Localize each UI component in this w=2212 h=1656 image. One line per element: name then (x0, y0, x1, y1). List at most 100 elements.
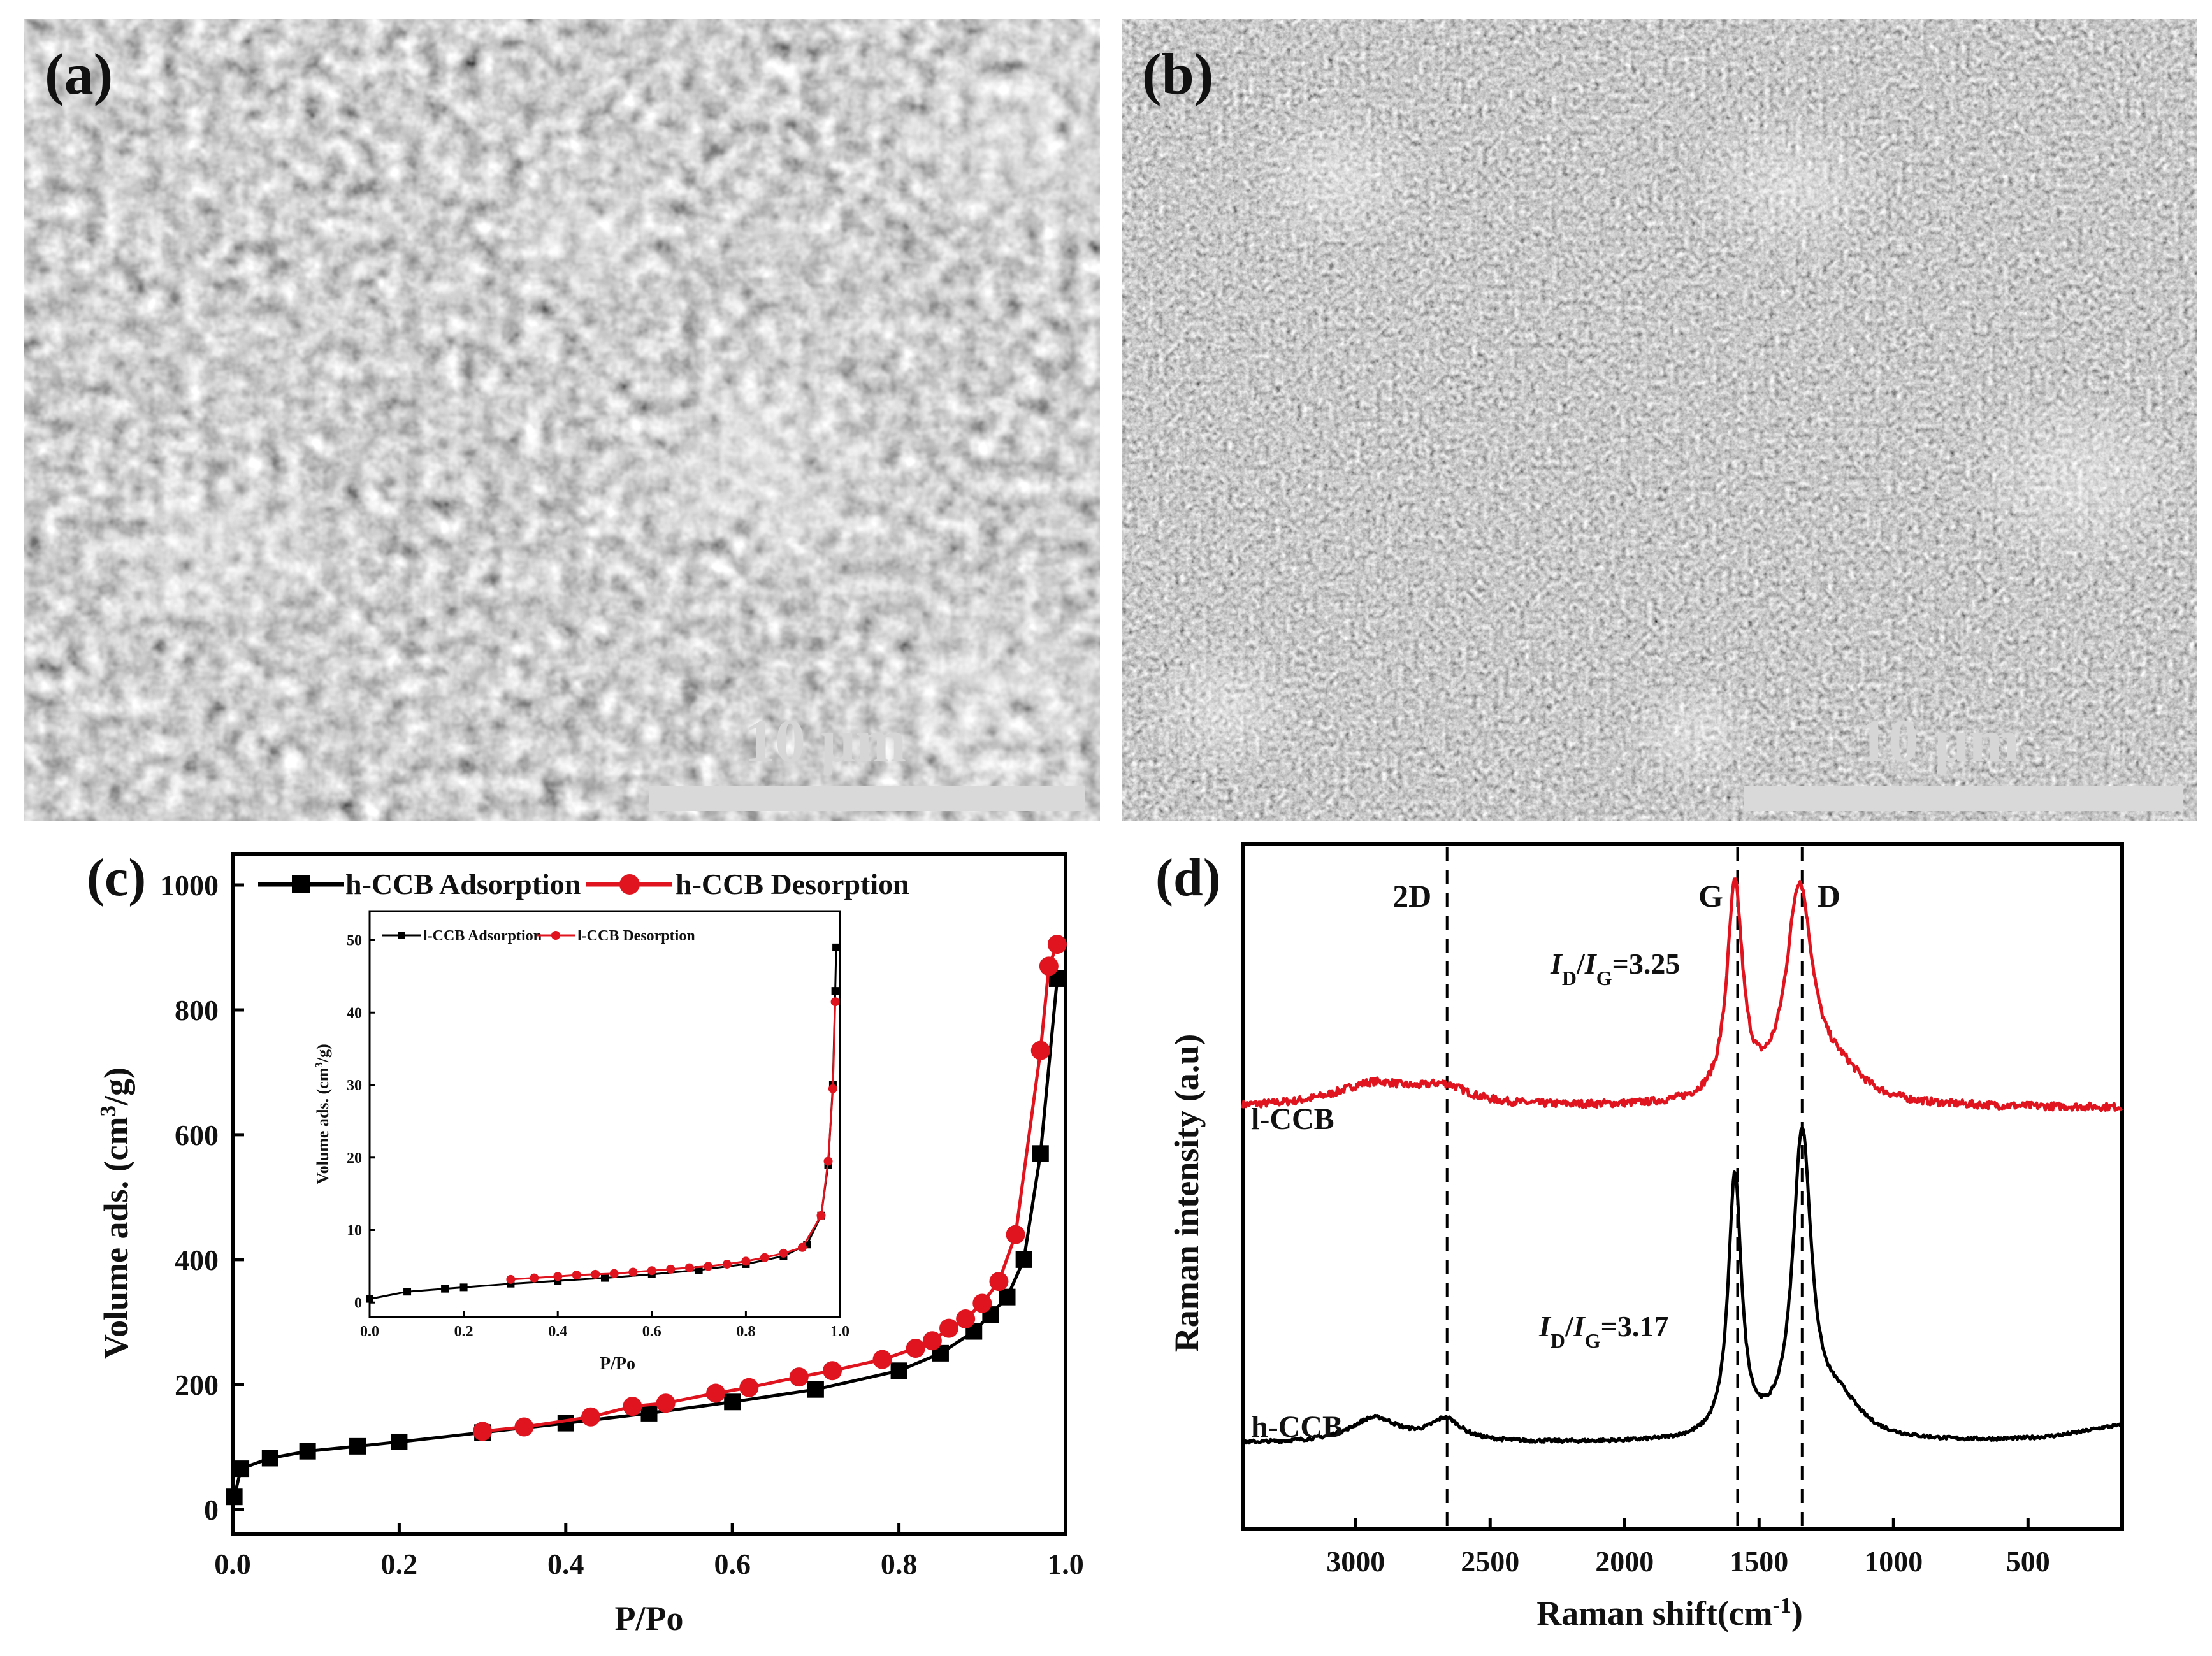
data-point-adsorption (557, 1415, 574, 1432)
inset-data-point-adsorption (832, 943, 841, 951)
series-label-h-ccb: h-CCB (1251, 1410, 1343, 1444)
scale-bar-b (1744, 786, 2183, 811)
x-tick-label: 1000 (1864, 1545, 1923, 1578)
inset-data-point-desorption (760, 1253, 769, 1262)
inset-y-tick-label: 40 (347, 1005, 362, 1021)
inset-data-point-adsorption (441, 1285, 449, 1293)
inset-data-point-desorption (506, 1274, 516, 1284)
raman-chart: (d) 3000 2500 2000 1500 1000 500 Raman shift(c… (1155, 842, 2124, 1633)
sem-image-b-panel: (b) 10 μm (1122, 19, 2197, 821)
inset-legend-label-adsorption: l-CCB Adsorption (423, 928, 542, 944)
inset-data-point-desorption (823, 1156, 833, 1166)
data-point-desorption (581, 1407, 601, 1427)
inset-data-point-adsorption (831, 987, 839, 995)
isotherm-chart-panel: (c) 0.0 0.2 0.4 0.6 0.8 1.0 0 200 400 600 800 1000 P… (0, 828, 1106, 1653)
x-tick-label: 1500 (1730, 1545, 1788, 1578)
inset-data-point-desorption (741, 1256, 751, 1266)
x-tick-label: 2500 (1461, 1545, 1519, 1578)
panel-label-b: (b) (1142, 41, 1214, 106)
inset-data-point-desorption (704, 1262, 713, 1271)
inset-data-point-desorption (779, 1248, 788, 1258)
data-point-desorption (706, 1383, 726, 1403)
inset-data-point-desorption (553, 1272, 563, 1281)
inset-x-tick-label: 0.8 (736, 1323, 755, 1340)
spectrum-line-l-ccb (1241, 877, 2123, 1112)
legend-marker-desorption (619, 874, 640, 895)
inset-data-point-desorption (647, 1266, 656, 1276)
y-tick-label: 400 (175, 1244, 219, 1276)
series-label-l-ccb: l-CCB (1251, 1102, 1334, 1136)
inset-x-tick-label: 1.0 (830, 1323, 849, 1340)
data-point-desorption (1006, 1225, 1025, 1244)
inset-data-point-desorption (572, 1271, 581, 1280)
peak-label-2d: 2D (1392, 878, 1431, 914)
data-point-adsorption (1032, 1145, 1049, 1162)
ratio-annotation-h-ccb-value: 3.17 (1617, 1310, 1669, 1343)
y-tick-label: 1000 (160, 869, 219, 902)
inset-legend-marker-desorption (551, 931, 560, 940)
data-point-desorption (906, 1339, 925, 1358)
x-axis-title: Raman shift(cm-1) (1536, 1593, 1803, 1633)
inset-data-point-desorption (628, 1267, 638, 1277)
data-point-adsorption (349, 1437, 366, 1455)
data-point-adsorption (999, 1288, 1016, 1306)
isotherm-legend: h-CCB Adsorption h-CCB Desorption (258, 868, 909, 900)
panel-label-d: (d) (1155, 848, 1221, 907)
y-tick-label: 0 (204, 1494, 219, 1526)
y-tick-label: 200 (175, 1369, 219, 1401)
data-point-desorption (989, 1272, 1009, 1292)
plot-frame (231, 852, 1067, 1536)
inset-data-point-adsorption (403, 1288, 412, 1296)
data-point-desorption (956, 1309, 976, 1328)
data-point-desorption (972, 1293, 992, 1313)
scale-bar-label-a: 10 μm (744, 707, 907, 775)
data-point-desorption (739, 1378, 759, 1397)
inset-data-point-desorption (591, 1269, 600, 1279)
data-point-desorption (656, 1393, 676, 1413)
data-point-adsorption (233, 1460, 250, 1478)
data-point-adsorption (890, 1362, 907, 1379)
spectrum-line-h-ccb (1241, 1126, 2123, 1445)
data-point-desorption (872, 1350, 892, 1369)
inset-legend-label-desorption: l-CCB Desorption (577, 928, 695, 944)
inset-y-tick-label: 30 (347, 1077, 362, 1094)
peak-label-g: G (1698, 878, 1723, 914)
data-point-adsorption (261, 1450, 278, 1467)
isotherm-chart: (c) 0.0 0.2 0.4 0.6 0.8 1.002004006008001000P… (87, 848, 1084, 1638)
x-tick-label: 0.2 (381, 1548, 418, 1580)
inset-data-point-desorption (830, 997, 840, 1007)
inset-data-point-desorption (684, 1263, 694, 1272)
panel-label-a: (a) (45, 41, 113, 106)
data-point-adsorption (391, 1433, 408, 1450)
legend-marker-adsorption (292, 875, 310, 893)
panel-label-c: (c) (87, 848, 146, 907)
inset-legend-marker-adsorption (398, 932, 405, 939)
inset-x-axis-title: P/Po (600, 1354, 635, 1374)
ratio-annotation-h-ccb: ID/IG=3.17 (1538, 1310, 1668, 1352)
scale-bar-a (649, 786, 1085, 811)
x-tick-label: 0.4 (547, 1548, 584, 1580)
x-axis-title: P/Po (615, 1599, 684, 1638)
inset-x-tick-label: 0.0 (360, 1323, 379, 1340)
y-axis-title: Volume ads. (cm3/g) (96, 1067, 136, 1359)
sem-image-a (24, 19, 1100, 821)
data-point-adsorption (226, 1488, 243, 1506)
inset-data-point-desorption (828, 1084, 837, 1093)
data-point-desorption (623, 1397, 642, 1416)
inset-data-point-desorption (666, 1264, 676, 1274)
inset-data-point-desorption (816, 1211, 826, 1220)
sem-image-a-panel: (a) 10 μm (24, 19, 1100, 821)
data-point-desorption (1047, 935, 1067, 954)
ratio-annotation-l-ccb-value: 3.25 (1629, 947, 1681, 980)
inset-data-point-desorption (530, 1273, 539, 1283)
data-point-desorption (514, 1417, 534, 1437)
inset-data-point-adsorption (459, 1283, 468, 1292)
inset-x-tick-label: 0.6 (642, 1323, 661, 1340)
data-point-adsorption (299, 1443, 316, 1460)
legend-label-desorption: h-CCB Desorption (676, 868, 909, 900)
inset-data-point-desorption (722, 1259, 732, 1269)
inset-y-tick-label: 50 (347, 933, 362, 949)
inset-y-tick-label: 0 (354, 1295, 362, 1311)
data-point-adsorption (724, 1393, 741, 1411)
data-point-adsorption (1015, 1251, 1032, 1268)
